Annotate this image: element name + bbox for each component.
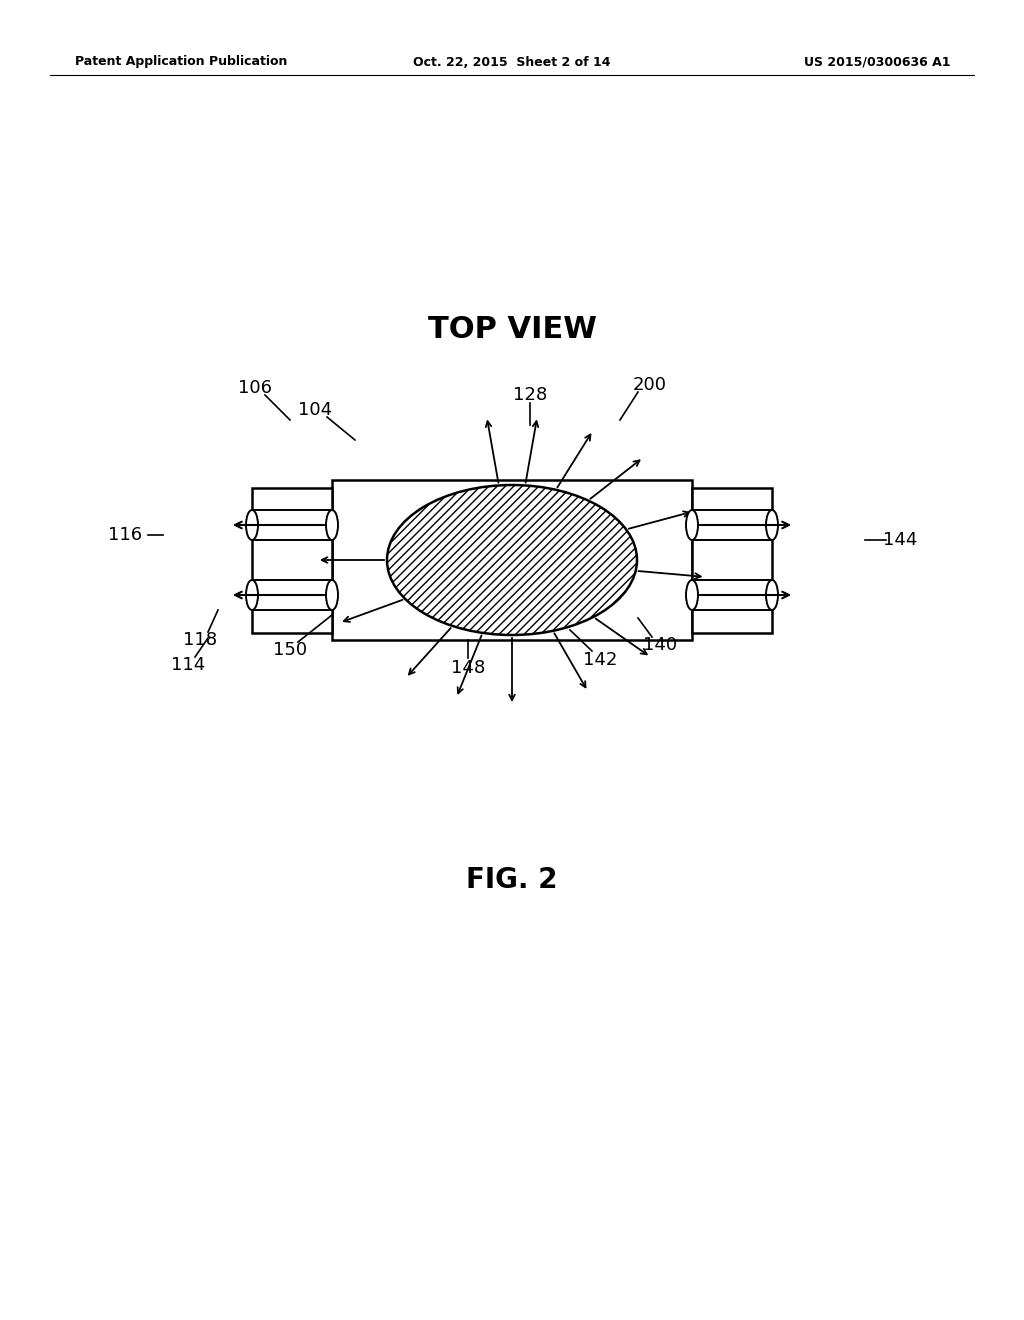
Ellipse shape xyxy=(686,579,698,610)
Text: TOP VIEW: TOP VIEW xyxy=(428,315,596,345)
Bar xyxy=(692,510,772,540)
Text: 150: 150 xyxy=(273,642,307,659)
Ellipse shape xyxy=(686,510,698,540)
Text: 106: 106 xyxy=(238,379,272,397)
Ellipse shape xyxy=(326,510,338,540)
Ellipse shape xyxy=(246,579,258,610)
Ellipse shape xyxy=(766,510,778,540)
Bar xyxy=(692,579,772,610)
Text: 144: 144 xyxy=(883,531,918,549)
Bar xyxy=(692,487,772,632)
Text: Patent Application Publication: Patent Application Publication xyxy=(75,55,288,69)
Bar xyxy=(332,480,692,640)
Text: 200: 200 xyxy=(633,376,667,393)
Ellipse shape xyxy=(387,484,637,635)
Text: Oct. 22, 2015  Sheet 2 of 14: Oct. 22, 2015 Sheet 2 of 14 xyxy=(414,55,610,69)
Text: 148: 148 xyxy=(451,659,485,677)
Text: 142: 142 xyxy=(583,651,617,669)
Bar xyxy=(252,487,332,632)
Text: US 2015/0300636 A1: US 2015/0300636 A1 xyxy=(804,55,950,69)
Bar xyxy=(252,579,332,610)
Text: 128: 128 xyxy=(513,385,547,404)
Text: FIG. 2: FIG. 2 xyxy=(466,866,558,894)
Ellipse shape xyxy=(766,579,778,610)
Ellipse shape xyxy=(246,510,258,540)
Ellipse shape xyxy=(326,579,338,610)
Text: 114: 114 xyxy=(171,656,205,675)
Text: 140: 140 xyxy=(643,636,677,653)
Text: 118: 118 xyxy=(183,631,217,649)
Text: 116: 116 xyxy=(108,525,142,544)
Text: 104: 104 xyxy=(298,401,332,418)
Bar xyxy=(252,510,332,540)
